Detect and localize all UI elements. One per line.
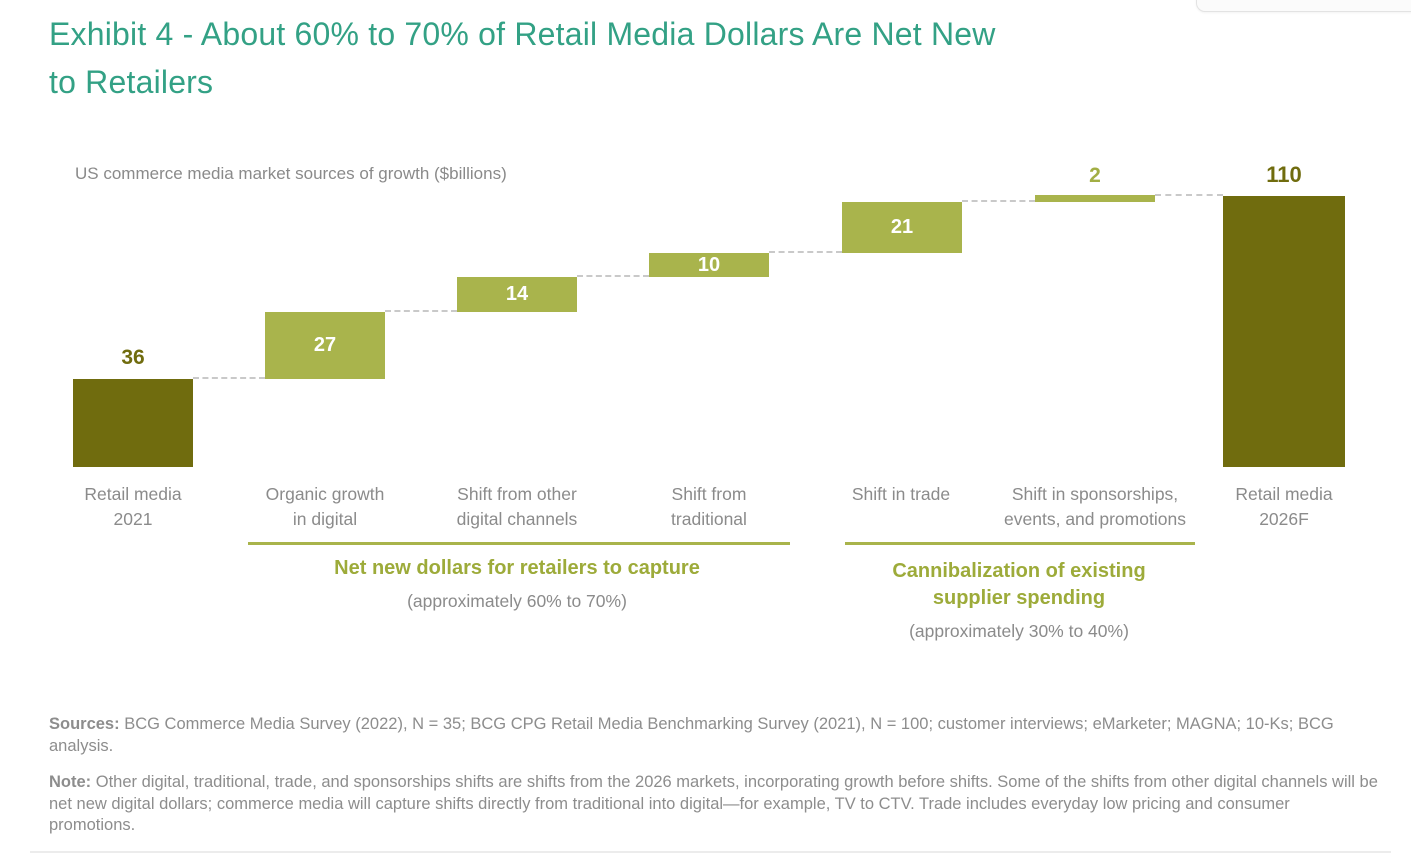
waterfall-connector: [1155, 194, 1223, 196]
group-label-net-new: Net new dollars for retailers to capture: [334, 557, 700, 579]
bar-value-label: 10: [697, 253, 721, 276]
category-line: traditional: [671, 509, 747, 529]
category-line: Retail media: [1235, 484, 1333, 504]
bar-value-label: 110: [1266, 162, 1302, 187]
bar-value-label: 27: [313, 334, 337, 356]
cutoff-overlay-box: [1196, 0, 1411, 12]
group-label-cannibalization: Cannibalization of existing supplier spe…: [892, 560, 1146, 609]
category-label-shift-other-digital: Shift from other digital channels: [422, 482, 612, 532]
category-line: 2021: [113, 509, 153, 529]
category-label-shift-in-trade: Shift in trade: [806, 482, 996, 507]
category-line: events, and promotions: [1004, 509, 1186, 529]
category-line: Shift in trade: [851, 484, 951, 504]
bar-shift-in-sponsorships: [1035, 195, 1155, 202]
sources-note: Sources: BCG Commerce Media Survey (2022…: [49, 714, 1379, 757]
category-label-retail-media-2026f: Retail media 2026F: [1189, 482, 1379, 532]
category-label-shift-sponsorships: Shift in sponsorships, events, and promo…: [980, 482, 1210, 532]
group-underline-cannibalization: [845, 542, 1195, 545]
bar-value-label: 2: [1089, 164, 1101, 187]
sources-label: Sources:: [49, 715, 120, 733]
note-label: Note:: [49, 773, 92, 791]
chart-subtitle: US commerce media market sources of grow…: [75, 164, 507, 183]
category-line: Organic growth: [265, 484, 385, 504]
category-line: Shift from: [671, 484, 747, 504]
bar-shift-in-trade: 21: [842, 202, 962, 253]
note-text: Other digital, traditional, trade, and s…: [49, 773, 1378, 834]
group-sublabel-cannibalization: (approximately 30% to 40%): [909, 621, 1129, 641]
category-line: Shift in sponsorships,: [1011, 484, 1179, 504]
waterfall-connector: [193, 377, 265, 379]
note-text-block: Note: Other digital, traditional, trade,…: [49, 772, 1379, 837]
waterfall-connector: [577, 275, 649, 277]
category-line: digital channels: [456, 509, 578, 529]
bar-value-label: 14: [505, 283, 529, 305]
bar-retail-media-2021: [73, 379, 193, 467]
category-line: in digital: [292, 509, 358, 529]
category-label-organic-growth: Organic growth in digital: [230, 482, 420, 532]
bar-retail-media-2026f: [1223, 196, 1345, 467]
bar-shift-from-other-digital-channels: 14: [457, 277, 577, 312]
bottom-divider: [30, 851, 1391, 853]
group-underline-net-new: [248, 542, 790, 545]
category-line: Retail media: [84, 484, 182, 504]
page-title-line2: to Retailers: [49, 64, 214, 100]
waterfall-connector: [769, 251, 842, 253]
category-line: Shift from other: [457, 484, 577, 504]
bar-value-label: 36: [121, 346, 145, 369]
group-sublabel-net-new: (approximately 60% to 70%): [407, 591, 627, 611]
category-label-retail-media-2021: Retail media 2021: [38, 482, 228, 532]
bar-shift-from-traditional: 10: [649, 253, 769, 277]
bar-organic-growth-in-digital: 27: [265, 312, 385, 379]
waterfall-connector: [962, 200, 1035, 202]
waterfall-connector: [385, 310, 457, 312]
category-line: 2026F: [1259, 509, 1309, 529]
page-title-line1: Exhibit 4 - About 60% to 70% of Retail M…: [49, 16, 996, 52]
sources-text: BCG Commerce Media Survey (2022), N = 35…: [49, 715, 1334, 755]
page-title: Exhibit 4 - About 60% to 70% of Retail M…: [49, 10, 1269, 106]
category-label-shift-traditional: Shift from traditional: [614, 482, 804, 532]
bar-value-label: 21: [890, 216, 914, 238]
